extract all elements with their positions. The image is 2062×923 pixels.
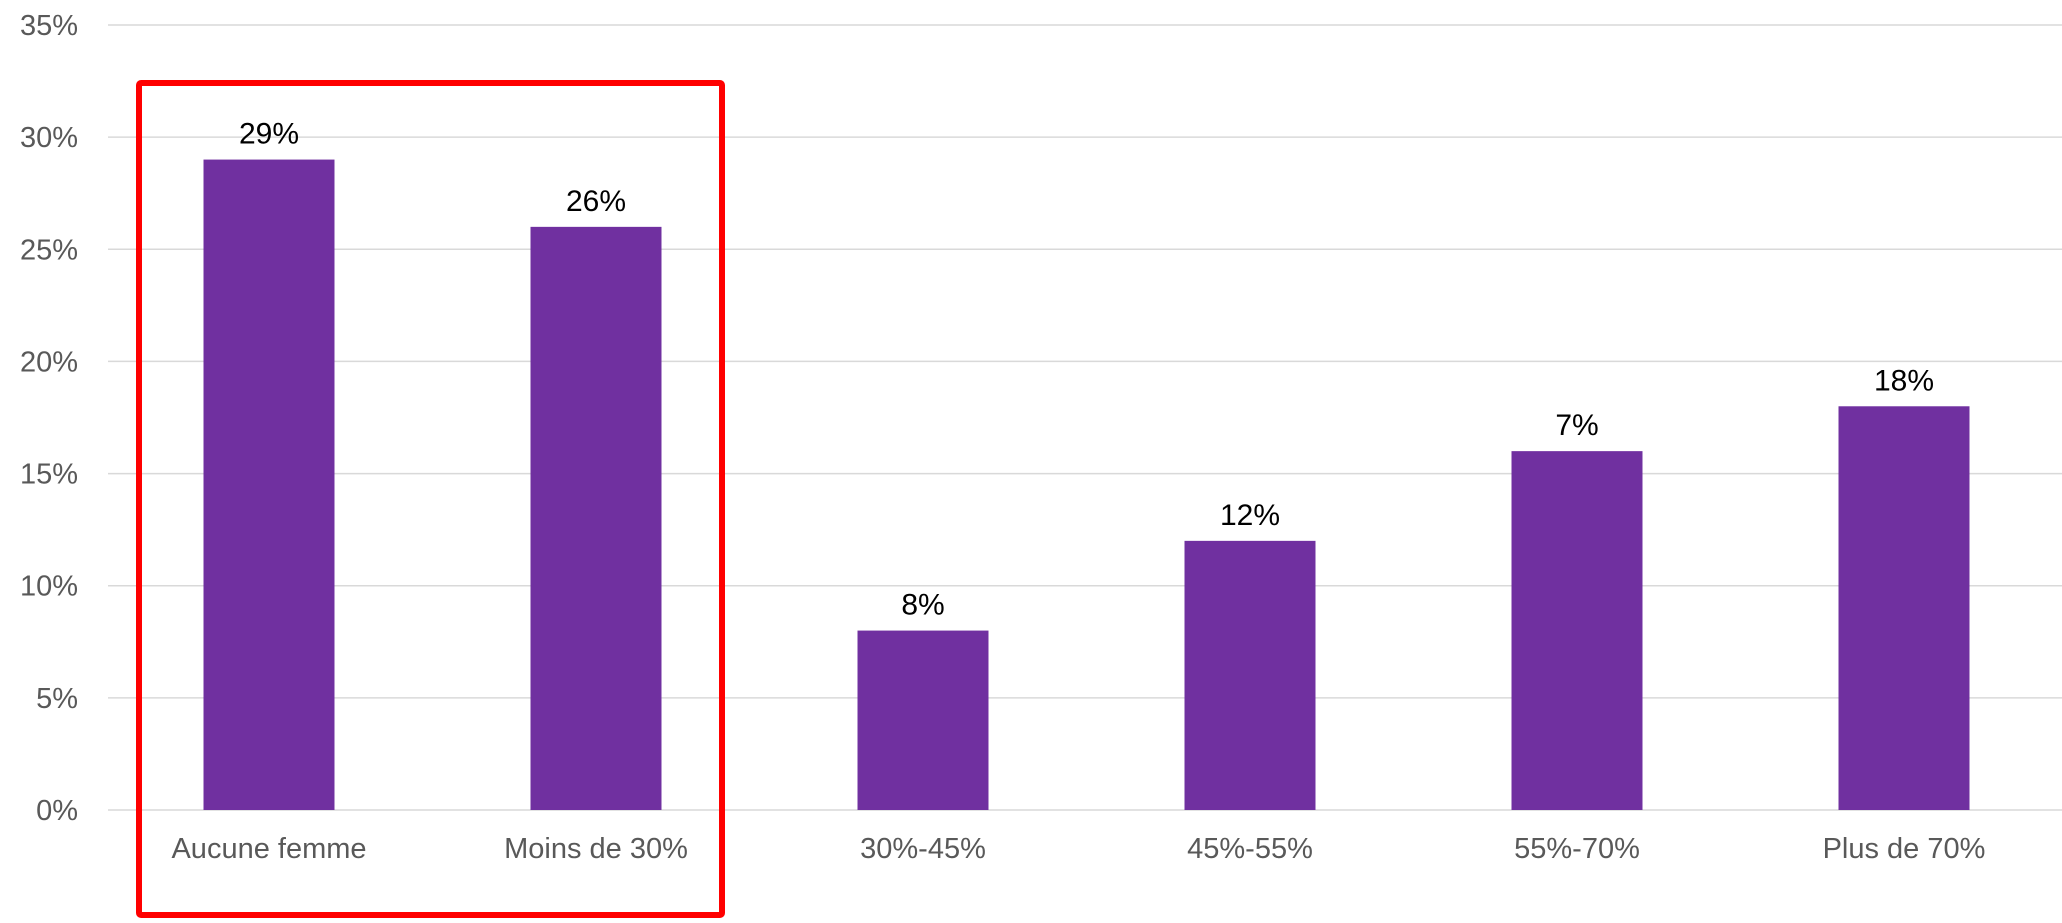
y-tick-label: 15% [20,459,78,491]
gridlines [108,24,2062,811]
y-tick-label: 35% [20,10,78,42]
category-label: Plus de 70% [1823,833,1986,865]
bar [530,226,662,810]
bar [1184,540,1316,810]
data-label: 26% [566,185,626,218]
category-label: 55%-70% [1514,833,1640,865]
data-label: 18% [1874,364,1934,397]
data-label: 29% [239,118,299,151]
data-label: 12% [1220,499,1280,532]
y-tick-label: 0% [36,795,78,827]
bar [203,159,335,811]
category-label: Moins de 30% [504,833,688,865]
data-label: 7% [1555,409,1598,442]
y-tick-label: 25% [20,234,78,266]
highlight-box [136,80,725,918]
y-tick-label: 10% [20,571,78,603]
bars [203,159,1970,811]
category-label: 45%-55% [1187,833,1313,865]
data-label: 8% [901,589,944,622]
highlight-box-layer [136,80,725,918]
category-label: 30%-45% [860,833,986,865]
data-labels: 29% 26% 8% 12% 7% 18% [239,118,1934,622]
bar [1838,406,1970,810]
y-axis-ticks: 0% 5% 10% 15% 20% 25% 30% 35% [20,10,78,827]
category-label: Aucune femme [171,833,366,865]
bar [1511,451,1643,810]
bar [857,630,989,810]
y-tick-label: 30% [20,122,78,154]
y-tick-label: 5% [36,683,78,715]
category-labels: Aucune femme Moins de 30% 30%-45% 45%-55% 55… [171,833,1985,865]
y-tick-label: 20% [20,346,78,378]
